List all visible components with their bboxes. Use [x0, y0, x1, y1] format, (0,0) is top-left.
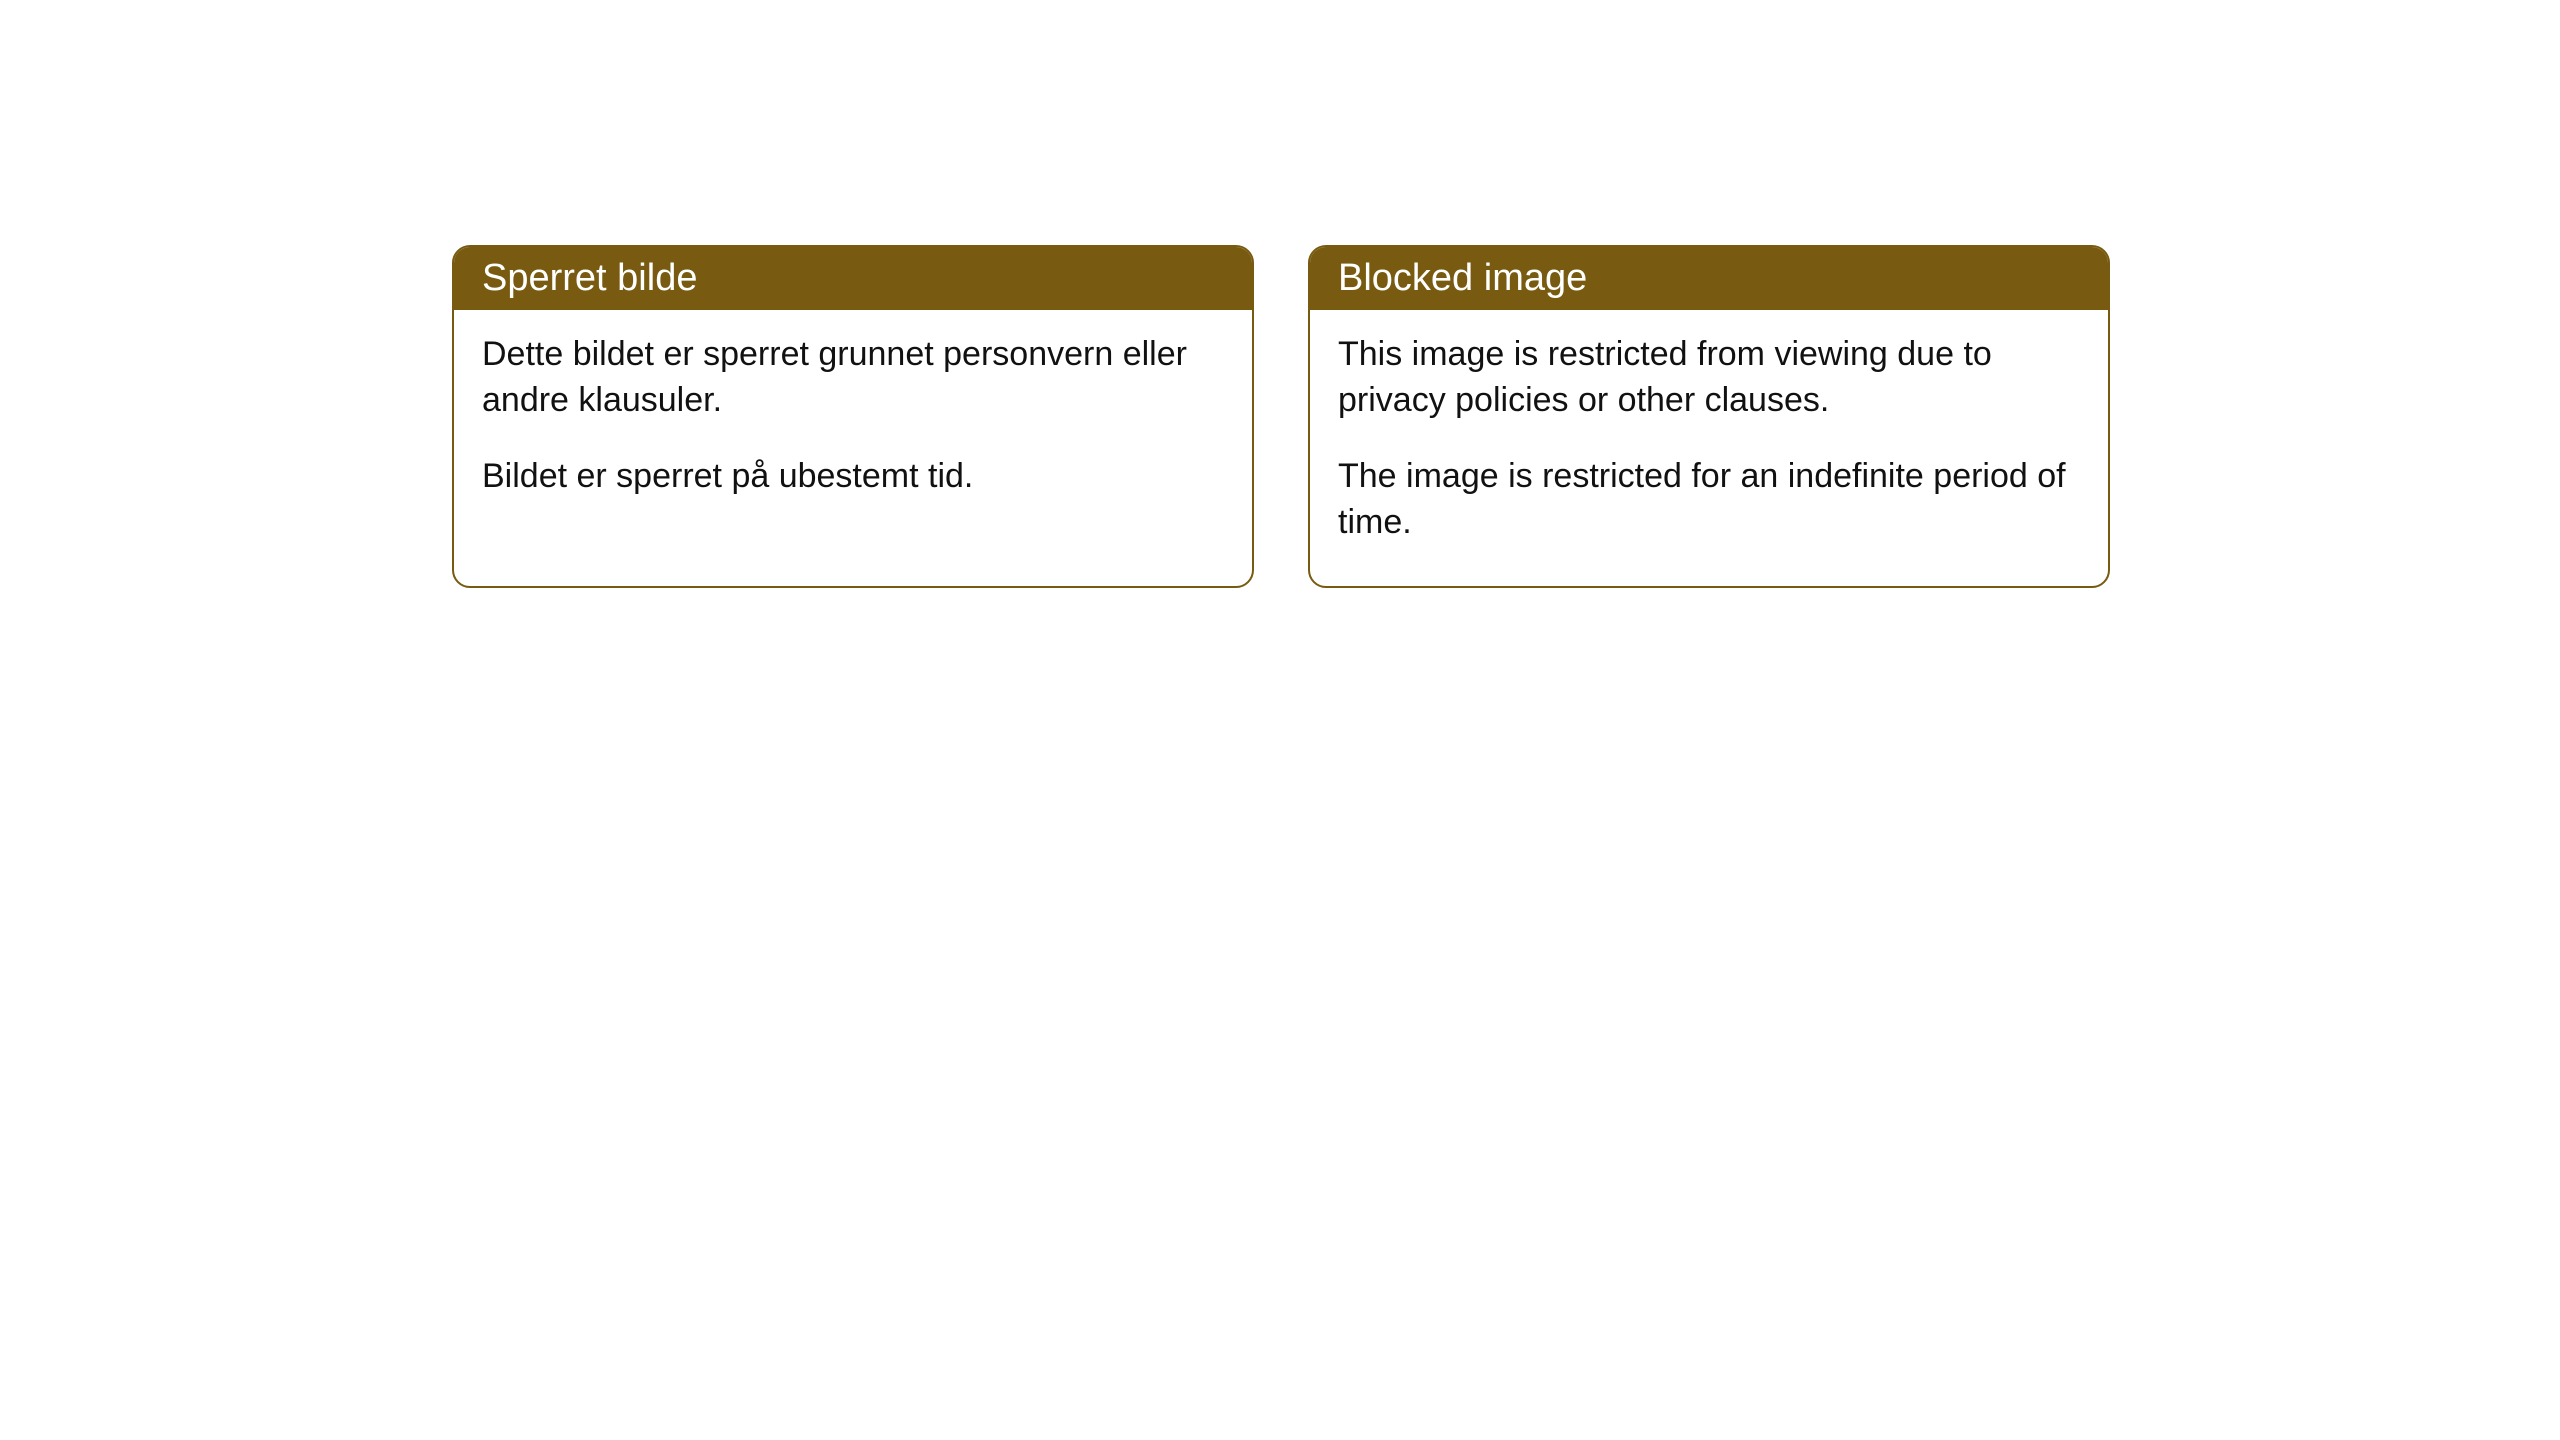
card-paragraph: This image is restricted from viewing du…: [1338, 332, 2080, 424]
notice-cards-container: Sperret bilde Dette bildet er sperret gr…: [452, 245, 2110, 588]
card-title: Sperret bilde: [482, 257, 697, 299]
card-paragraph: Dette bildet er sperret grunnet personve…: [482, 332, 1224, 424]
card-header-english: Blocked image: [1310, 247, 2108, 310]
card-header-norwegian: Sperret bilde: [454, 247, 1252, 310]
card-paragraph: The image is restricted for an indefinit…: [1338, 454, 2080, 546]
card-body-norwegian: Dette bildet er sperret grunnet personve…: [454, 310, 1252, 540]
card-paragraph: Bildet er sperret på ubestemt tid.: [482, 454, 1224, 500]
notice-card-norwegian: Sperret bilde Dette bildet er sperret gr…: [452, 245, 1254, 588]
notice-card-english: Blocked image This image is restricted f…: [1308, 245, 2110, 588]
card-body-english: This image is restricted from viewing du…: [1310, 310, 2108, 586]
card-title: Blocked image: [1338, 257, 1587, 299]
